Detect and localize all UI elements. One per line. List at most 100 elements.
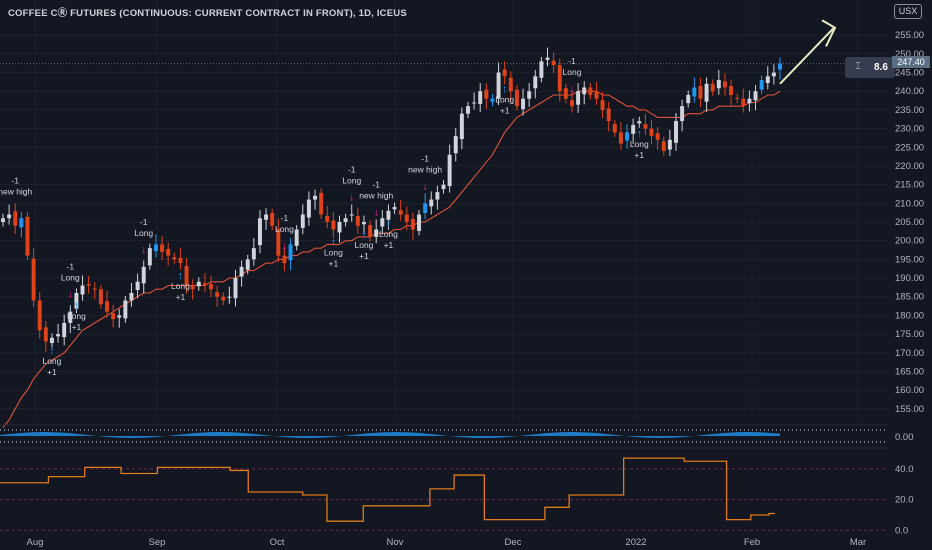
candle-body xyxy=(527,91,532,99)
candle-body xyxy=(270,213,275,226)
y-tick-label: 245.00 xyxy=(895,68,924,79)
candle-body xyxy=(514,89,519,107)
candle-body xyxy=(704,83,709,102)
x-tick-label: Oct xyxy=(270,537,285,548)
candle-body xyxy=(521,98,526,110)
signal-label: -1 xyxy=(281,213,289,223)
candle-body xyxy=(111,313,116,320)
candle-body xyxy=(105,301,109,312)
candle-body xyxy=(190,285,195,290)
currency-button[interactable]: USX xyxy=(894,4,922,19)
candle-body xyxy=(117,315,122,318)
candle-body xyxy=(674,121,678,143)
candle-body xyxy=(209,284,213,290)
signal-label: Long xyxy=(61,273,80,283)
long-arrow-icon: ↑ xyxy=(502,83,508,95)
candle-body xyxy=(153,244,158,252)
candle-body xyxy=(31,258,36,301)
candle-body xyxy=(410,219,415,230)
candle-body xyxy=(570,100,574,107)
candle-body xyxy=(753,91,758,101)
long-arrow-icon: ↑ xyxy=(74,300,80,312)
candle-body xyxy=(141,266,146,284)
measure-label[interactable]: ⌶ 8.6 xyxy=(845,57,895,78)
y-tick-label: 175.00 xyxy=(895,329,924,340)
long-arrow-icon: ↑ xyxy=(178,270,184,282)
candle-body xyxy=(649,128,654,137)
signal-label: +1 xyxy=(500,105,510,115)
candle-body xyxy=(441,184,446,190)
signal-label: new high xyxy=(0,187,33,197)
candle-body xyxy=(459,113,464,140)
candle-body xyxy=(172,257,177,260)
candle-body xyxy=(496,72,501,99)
candle-body xyxy=(417,214,422,231)
y-tick-label: 40.0 xyxy=(895,464,914,475)
candle-body xyxy=(227,296,232,298)
signal-label: Long xyxy=(324,247,343,257)
candle-body xyxy=(147,248,152,266)
long-arrow-icon: ↑ xyxy=(361,229,367,241)
candle-body xyxy=(374,229,379,237)
exit-arrow-icon: ↓ xyxy=(569,83,575,95)
candle-body xyxy=(251,248,256,260)
y-tick-label: 220.00 xyxy=(895,161,924,172)
signal-label: new high xyxy=(359,190,393,200)
y-tick-label: 205.00 xyxy=(895,217,924,228)
signal-label: Long xyxy=(630,139,649,149)
signal-label: Long xyxy=(171,281,190,291)
candle-body xyxy=(643,124,648,129)
candle-body xyxy=(686,94,691,104)
candle-body xyxy=(594,91,599,99)
candle-body xyxy=(276,228,281,256)
measure-value: 8.6 xyxy=(874,62,888,73)
signal-label: +1 xyxy=(359,251,369,261)
y-tick-label: 210.00 xyxy=(895,198,924,209)
arrow-shaft xyxy=(779,27,835,85)
candle-body xyxy=(612,124,617,133)
time-axis[interactable]: Aug Sep Oct Nov Dec 2022 Feb Mar xyxy=(27,537,867,548)
candle-body xyxy=(288,244,293,261)
candle-body xyxy=(735,97,740,99)
candle-body xyxy=(355,216,360,226)
exit-arrow-icon: ↓ xyxy=(282,240,288,252)
candle-body xyxy=(300,214,305,228)
measure-icon: ⌶ xyxy=(855,61,861,72)
candle-body xyxy=(92,288,97,290)
y-tick-label: 20.0 xyxy=(895,495,914,506)
x-tick-label: Feb xyxy=(744,537,760,548)
candle-body xyxy=(306,199,311,218)
candle-body xyxy=(447,154,452,187)
exit-arrow-icon: ↓ xyxy=(422,180,428,192)
y-tick-label: 195.00 xyxy=(895,254,924,265)
signal-label: Long xyxy=(563,67,582,77)
candle-body xyxy=(239,266,244,277)
osc-area xyxy=(0,432,780,438)
candle-body xyxy=(98,289,103,305)
x-tick-label: Nov xyxy=(387,537,404,548)
candle-body xyxy=(337,222,342,233)
candle-body xyxy=(135,281,140,290)
candle-body xyxy=(710,83,715,92)
candle-body xyxy=(423,203,428,214)
exit-arrow-icon: ↓ xyxy=(68,289,74,301)
signal-label: Long xyxy=(379,229,398,239)
exit-arrow-icon: ↓ xyxy=(373,206,379,218)
price-axis[interactable]: 155.00 160.00 165.00 170.00 175.00 180.00 185.… xyxy=(895,30,924,415)
candle-body xyxy=(472,102,477,104)
candle-body xyxy=(490,98,495,102)
signal-label: -1 xyxy=(11,176,19,186)
candle-body xyxy=(25,216,30,256)
drawing-arrow[interactable] xyxy=(779,19,837,85)
signal-label: +1 xyxy=(47,367,57,377)
signal-label: Long xyxy=(134,228,153,238)
candle-body xyxy=(404,214,409,222)
candle-body xyxy=(56,334,61,337)
candle-body xyxy=(7,214,12,219)
x-tick-label: Aug xyxy=(27,537,44,548)
signal-label: -1 xyxy=(421,153,429,163)
candle-body xyxy=(233,278,238,299)
candle-body xyxy=(465,106,470,114)
candle-body xyxy=(435,192,440,200)
y-tick-label: 235.00 xyxy=(895,105,924,116)
